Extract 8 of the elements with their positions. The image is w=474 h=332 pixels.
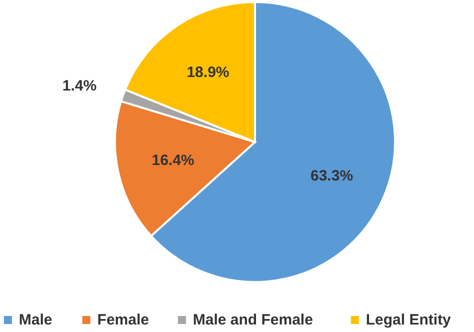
- legend-label: Legal Entity: [366, 312, 452, 328]
- data-label: 16.4%: [152, 152, 194, 169]
- data-label: 1.4%: [62, 78, 97, 95]
- legend-label: Male and Female: [192, 312, 313, 328]
- data-label: 18.9%: [186, 64, 230, 81]
- legend-label: Female: [97, 312, 150, 328]
- data-label: 63.3%: [310, 168, 354, 185]
- legend-label: Male: [18, 312, 52, 328]
